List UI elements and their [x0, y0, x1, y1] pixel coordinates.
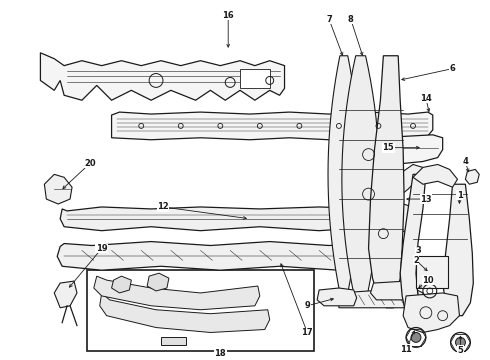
Polygon shape: [368, 56, 404, 308]
Text: 19: 19: [96, 244, 107, 253]
Polygon shape: [416, 256, 447, 288]
Text: 20: 20: [84, 159, 96, 168]
Polygon shape: [54, 281, 77, 308]
Polygon shape: [370, 281, 418, 300]
Text: 11: 11: [400, 345, 412, 354]
Polygon shape: [99, 293, 270, 333]
Text: 10: 10: [422, 276, 434, 285]
Text: 17: 17: [301, 328, 313, 337]
Text: 1: 1: [457, 190, 463, 199]
Polygon shape: [349, 165, 423, 199]
Circle shape: [411, 333, 421, 342]
Polygon shape: [112, 276, 131, 293]
Text: 15: 15: [382, 143, 394, 152]
Polygon shape: [112, 112, 433, 140]
Text: 6: 6: [450, 64, 456, 73]
Text: 16: 16: [222, 11, 234, 20]
Polygon shape: [240, 69, 270, 88]
Polygon shape: [147, 273, 169, 291]
Polygon shape: [45, 174, 72, 204]
Polygon shape: [466, 170, 479, 184]
Bar: [87, 270, 314, 351]
Polygon shape: [403, 293, 460, 333]
Text: 18: 18: [215, 349, 226, 358]
Text: 13: 13: [420, 194, 432, 203]
Text: 4: 4: [463, 157, 468, 166]
Polygon shape: [413, 165, 458, 187]
Text: 9: 9: [304, 301, 310, 310]
Circle shape: [456, 337, 466, 347]
Polygon shape: [378, 135, 442, 165]
Polygon shape: [161, 337, 186, 345]
Polygon shape: [94, 276, 260, 310]
Text: 2: 2: [413, 256, 419, 265]
Text: 5: 5: [458, 346, 464, 355]
Polygon shape: [400, 174, 426, 316]
Polygon shape: [442, 184, 473, 316]
Text: 12: 12: [157, 202, 169, 211]
Text: 8: 8: [348, 15, 354, 24]
Polygon shape: [60, 207, 420, 231]
Polygon shape: [339, 288, 423, 308]
Polygon shape: [342, 56, 379, 303]
Text: 3: 3: [415, 246, 421, 255]
Polygon shape: [373, 197, 416, 234]
Polygon shape: [328, 56, 360, 293]
Polygon shape: [317, 288, 357, 306]
Polygon shape: [57, 242, 416, 270]
Text: 7: 7: [326, 15, 332, 24]
Text: 14: 14: [420, 94, 432, 103]
Polygon shape: [40, 53, 285, 100]
